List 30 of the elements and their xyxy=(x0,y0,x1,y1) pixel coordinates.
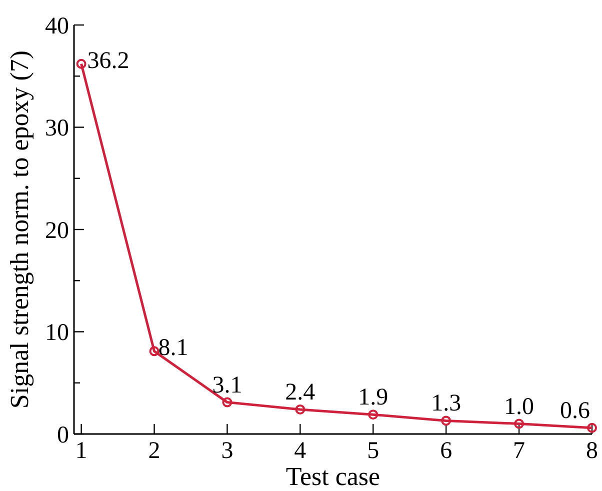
point xyxy=(76,58,86,69)
point xyxy=(514,418,524,429)
x-tick-label: 8 xyxy=(586,438,598,464)
text: 1.0 xyxy=(504,394,534,420)
text: 1.9 xyxy=(358,384,388,411)
point xyxy=(295,404,306,414)
y-tick-label: 10 xyxy=(45,320,69,346)
x-tick-label: 3 xyxy=(221,438,234,464)
text: 8.1 xyxy=(158,335,188,362)
x-tick-label: 7 xyxy=(513,438,526,464)
y-tick-label: 20 xyxy=(45,218,69,244)
text: 0.6 xyxy=(560,398,590,424)
x-tick-label: 5 xyxy=(367,438,380,464)
x-tick-label: 6 xyxy=(440,438,452,464)
x-axis-title: Test case xyxy=(286,462,380,491)
y-tick-label: 40 xyxy=(45,13,69,40)
text: 1.3 xyxy=(431,390,462,417)
point xyxy=(149,346,160,356)
y-axis-title: Signal strength norm. to epoxy (7) xyxy=(5,50,34,409)
point xyxy=(441,416,452,426)
text: 2.4 xyxy=(285,379,316,406)
text: 36.2 xyxy=(87,48,130,74)
x-tick-label: 2 xyxy=(148,438,160,464)
y-tick-label: 0 xyxy=(57,422,69,448)
x-tick-label: 4 xyxy=(294,438,306,464)
point xyxy=(368,410,378,420)
x-tick-label: 1 xyxy=(75,438,88,464)
point xyxy=(222,397,232,408)
y-tick-label: 30 xyxy=(45,116,69,142)
text: 3.1 xyxy=(212,372,242,398)
